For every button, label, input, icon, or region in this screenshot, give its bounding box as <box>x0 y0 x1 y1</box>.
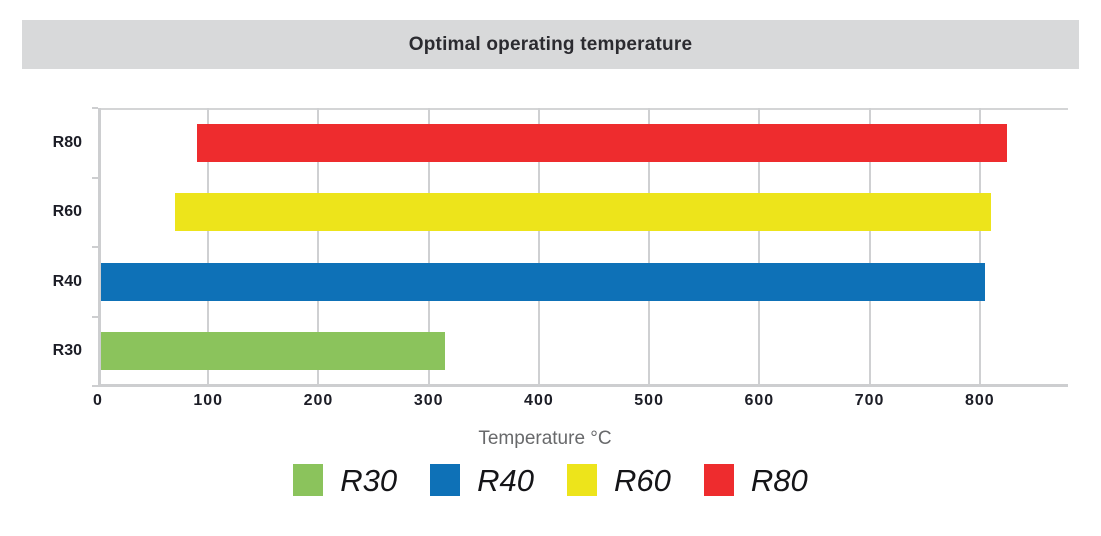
x-tick-label-500: 500 <box>634 392 664 409</box>
y-label-r40: R40 <box>52 272 82 290</box>
y-label-r30: R30 <box>52 342 82 360</box>
legend-label-r60: R60 <box>614 462 671 498</box>
bar-r60 <box>175 193 991 231</box>
x-tick-label-0: 0 <box>93 392 103 409</box>
gridline-x-700 <box>868 108 871 386</box>
legend-label-r40: R40 <box>477 462 534 498</box>
y-axis-tick <box>92 246 98 248</box>
chart-title: Optimal operating temperature <box>408 33 693 55</box>
legend-label-r80: R80 <box>750 462 808 498</box>
x-tick-label-200: 200 <box>303 392 334 409</box>
x-tick-label-100: 100 <box>193 392 224 409</box>
legend-swatch-r60 <box>567 464 597 496</box>
gridline-x-200 <box>317 108 320 386</box>
chart-title-bar: Optimal operating temperature <box>22 20 1079 69</box>
legend-label-r30: R30 <box>340 462 398 498</box>
y-axis-tick <box>92 316 98 318</box>
y-label-r60: R60 <box>52 203 82 221</box>
y-axis-tick <box>92 107 98 109</box>
gridline-x-300 <box>427 108 430 386</box>
x-tick-label-600: 600 <box>744 392 775 409</box>
bar-r80 <box>197 124 1008 162</box>
legend-item-r40: R40 <box>430 464 534 496</box>
y-axis-tick <box>92 177 98 179</box>
gridline-x-500 <box>648 108 651 386</box>
bar-r40 <box>98 263 986 301</box>
x-tick-label-400: 400 <box>524 392 554 409</box>
x-tick-label-800: 800 <box>964 392 995 409</box>
bar-r30 <box>98 332 446 370</box>
x-axis-line <box>98 384 1068 387</box>
legend-swatch-r40 <box>430 464 461 496</box>
legend: R30 R40 R60 R80 <box>0 464 1101 496</box>
legend-item-r80: R80 <box>703 462 808 498</box>
gridline-x-600 <box>758 108 761 386</box>
gridline-x-400 <box>537 108 540 386</box>
y-axis-line <box>98 108 101 386</box>
x-tick-label-300: 300 <box>413 392 444 409</box>
legend-swatch-r80 <box>703 464 734 496</box>
x-axis-title: Temperature °C <box>478 428 612 449</box>
y-axis-tick <box>92 385 98 387</box>
legend-item-r30: R30 <box>293 464 397 496</box>
y-label-r80: R80 <box>52 133 82 151</box>
plot-area <box>92 107 1068 387</box>
legend-swatch-r30 <box>293 464 324 496</box>
legend-item-r60: R60 <box>567 464 671 496</box>
x-tick-label-700: 700 <box>854 392 885 409</box>
gridline-x-800 <box>978 108 981 386</box>
plot-top-border <box>98 108 1068 110</box>
gridline-x-100 <box>207 108 210 386</box>
